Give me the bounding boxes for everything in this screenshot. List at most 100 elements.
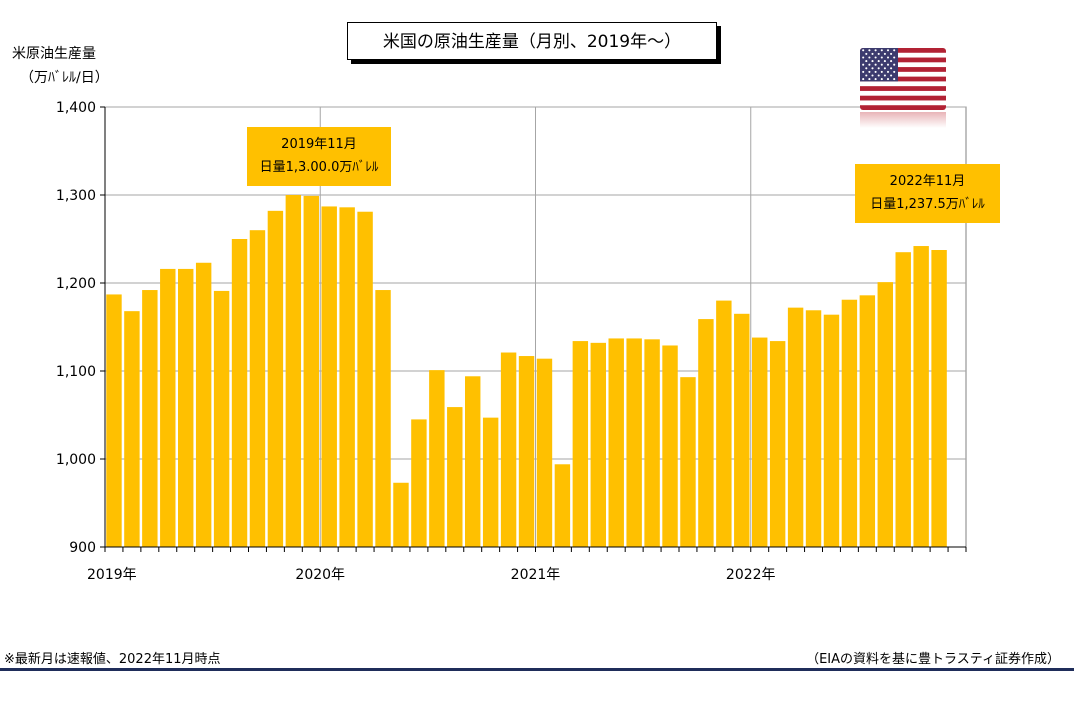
flag-star xyxy=(877,67,880,70)
flag-stripe xyxy=(860,48,946,54)
footnote-source: （EIAの資料を基に豊トラスティ証券作成） xyxy=(806,652,1060,667)
annotation-2022-11-value: 日量1,237.5万ﾊﾞﾚﾙ xyxy=(870,197,985,212)
bar-2021-04 xyxy=(590,342,606,547)
bar-2020-10 xyxy=(482,417,499,547)
flag-star xyxy=(871,52,874,55)
bar-2019-07 xyxy=(213,290,230,547)
flag-star xyxy=(877,74,880,77)
flag-star xyxy=(862,49,865,52)
flag-star xyxy=(880,56,883,59)
flag-star xyxy=(874,70,877,73)
bar-2020-12 xyxy=(518,356,535,547)
flag-star xyxy=(893,70,896,73)
bar-2021-01 xyxy=(536,358,553,547)
flag-stripe xyxy=(860,62,946,68)
flag-star xyxy=(886,70,890,73)
flag-star xyxy=(865,60,868,63)
bar-2019-11 xyxy=(285,195,302,547)
bar-2019-02 xyxy=(124,311,140,547)
bar-2020-02 xyxy=(339,207,355,547)
bar-2022-02 xyxy=(769,341,786,547)
bar-2020-03 xyxy=(357,211,373,547)
flag-star xyxy=(880,70,883,73)
bar-2020-11 xyxy=(500,352,517,547)
flag-star xyxy=(886,56,890,59)
us-flag-icon xyxy=(860,48,946,110)
flag-stripe xyxy=(860,76,946,82)
bar-2021-05 xyxy=(608,338,624,547)
bar-2022-07 xyxy=(859,295,876,547)
y-tick-label: 1,300 xyxy=(56,188,96,204)
flag-star xyxy=(883,74,886,77)
flag-star xyxy=(868,56,871,59)
bar-2019-01 xyxy=(106,294,122,547)
flag-stripe xyxy=(860,100,946,106)
flag-star xyxy=(883,67,886,70)
flag-star xyxy=(890,74,893,77)
bar-2019-10 xyxy=(267,210,284,547)
x-tick-label: 2020年 xyxy=(295,567,345,583)
annotation-2019-11-date: 2019年11月 xyxy=(281,137,357,152)
annotation-2022-11-date: 2022年11月 xyxy=(889,174,966,189)
bar-2019-12 xyxy=(303,195,319,547)
x-tick-label: 2019年 xyxy=(87,567,137,583)
flag-reflection xyxy=(860,112,946,128)
footnote-left: ※最新月は速報値、2022年11月時点 xyxy=(4,652,221,667)
flag-star xyxy=(893,78,896,81)
flag-star xyxy=(868,70,871,73)
flag-star xyxy=(874,63,877,66)
y-axis-label-line1: 米原油生産量 xyxy=(12,46,96,62)
bar-2019-09 xyxy=(249,230,266,547)
flag-star xyxy=(886,49,890,52)
bar-2022-08 xyxy=(877,282,893,547)
bar-2022-05 xyxy=(823,314,840,547)
y-tick-label: 900 xyxy=(69,540,96,556)
y-tick-label: 1,200 xyxy=(56,276,96,292)
flag-star xyxy=(877,52,880,55)
flag-star xyxy=(893,56,896,59)
flag-stripe xyxy=(860,90,946,96)
bar-2019-03 xyxy=(142,290,158,547)
flag-star xyxy=(874,49,877,52)
annotation-2019-11-value: 日量1,3.00.0万ﾊﾞﾚﾙ xyxy=(259,160,379,175)
flag-star xyxy=(868,78,871,81)
annotation-2019-11: 2019年11月 日量1,3.00.0万ﾊﾞﾚﾙ xyxy=(247,127,391,186)
flag-star xyxy=(877,60,880,63)
y-tick-label: 1,000 xyxy=(56,452,96,468)
flag-stripe xyxy=(860,81,946,87)
flag-star xyxy=(883,52,886,55)
flag-star xyxy=(883,60,886,63)
bar-2022-04 xyxy=(805,310,822,547)
flag-star xyxy=(880,49,883,52)
bar-2021-02 xyxy=(554,464,571,547)
chart-title: 米国の原油生産量（月別、2019年～） xyxy=(347,22,717,60)
bar-2019-05 xyxy=(178,268,194,547)
bar-2021-03 xyxy=(572,341,589,547)
bar-2020-09 xyxy=(465,376,481,547)
y-tick-label: 1,100 xyxy=(56,364,96,380)
bar-2021-10 xyxy=(698,319,714,547)
flag-star xyxy=(868,63,871,66)
bar-2021-12 xyxy=(734,313,750,547)
flag-star xyxy=(862,70,865,73)
annotation-2022-11: 2022年11月 日量1,237.5万ﾊﾞﾚﾙ xyxy=(855,164,1000,223)
flag-star xyxy=(880,78,883,81)
flag-star xyxy=(886,63,890,66)
flag-star xyxy=(890,52,893,55)
bar-2020-08 xyxy=(447,407,463,547)
flag-star xyxy=(893,49,896,52)
bar-2022-11 xyxy=(931,250,947,547)
bar-2020-05 xyxy=(393,482,409,547)
y-axis-label: 米原油生産量 （万ﾊﾞﾚﾙ/日） xyxy=(12,42,122,90)
bar-2021-08 xyxy=(662,345,678,547)
flag-star xyxy=(874,56,877,59)
y-tick-label: 1,400 xyxy=(56,100,96,116)
bar-2022-09 xyxy=(895,252,911,547)
flag-star xyxy=(865,74,868,77)
bar-2019-04 xyxy=(160,268,176,547)
flag-stripe xyxy=(860,95,946,101)
flag-star xyxy=(874,78,877,81)
bar-2022-06 xyxy=(841,299,858,547)
flag-stripe xyxy=(860,105,946,110)
